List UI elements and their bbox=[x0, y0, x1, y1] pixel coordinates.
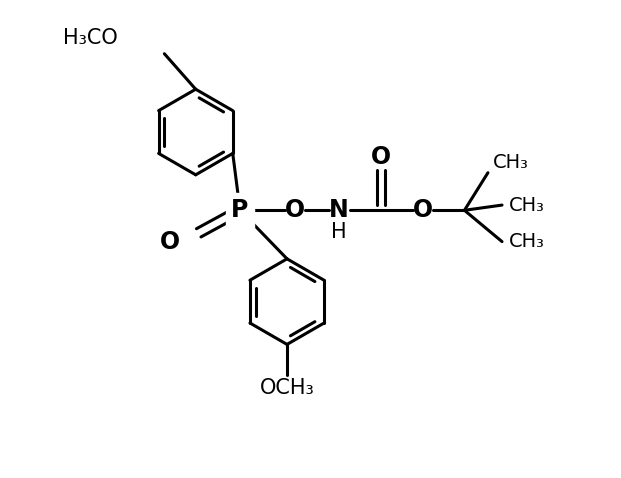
Text: CH₃: CH₃ bbox=[493, 153, 529, 172]
Text: CH₃: CH₃ bbox=[509, 196, 545, 215]
Text: H₃CO: H₃CO bbox=[63, 28, 117, 48]
Text: O: O bbox=[285, 198, 305, 222]
Text: O: O bbox=[371, 145, 391, 169]
Text: CH₃: CH₃ bbox=[509, 232, 545, 251]
Text: OCH₃: OCH₃ bbox=[260, 378, 314, 398]
Text: O: O bbox=[412, 198, 433, 222]
Text: H: H bbox=[332, 222, 347, 242]
Text: N: N bbox=[329, 198, 349, 222]
Text: O: O bbox=[160, 229, 180, 254]
Text: P: P bbox=[232, 198, 249, 222]
